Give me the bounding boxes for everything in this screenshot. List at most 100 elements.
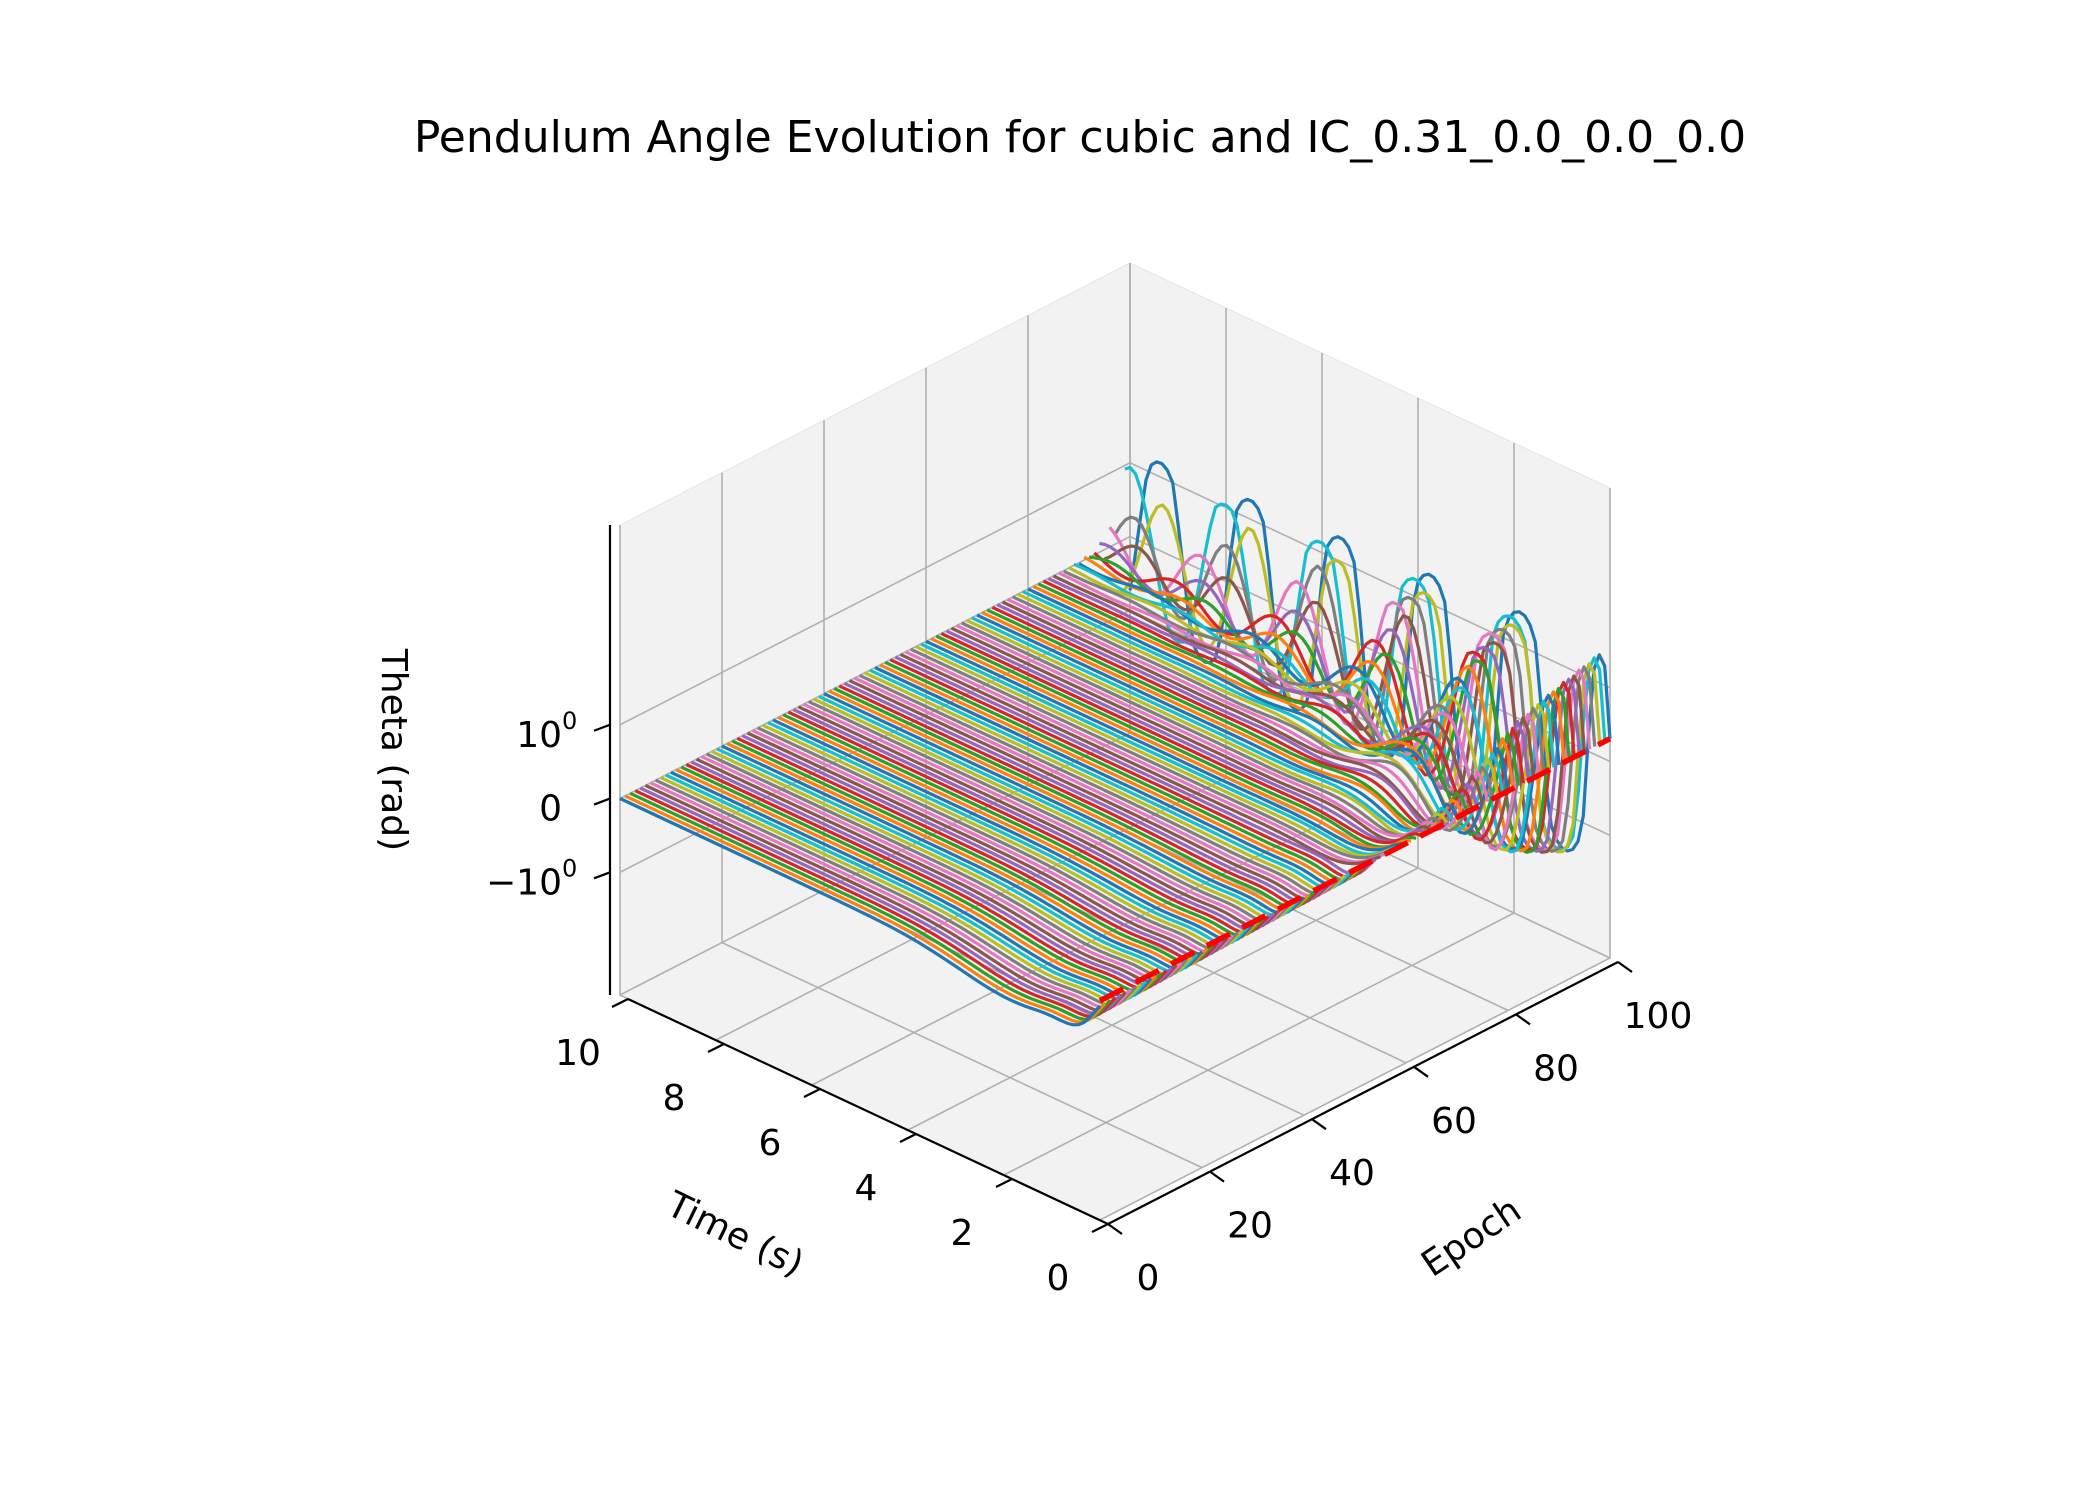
series-line — [940, 632, 1422, 845]
series-line — [762, 723, 1244, 949]
series-line — [731, 739, 1214, 966]
epoch-tick-mark — [1617, 961, 1633, 973]
series-line — [838, 684, 1321, 907]
series-line — [1006, 597, 1490, 830]
series-line — [853, 676, 1336, 899]
series-line — [889, 658, 1372, 879]
series-line — [869, 668, 1352, 890]
series-line — [879, 663, 1362, 885]
epoch-tick-label: 80 — [1533, 1048, 1579, 1089]
epoch-tick-label: 100 — [1624, 996, 1693, 1037]
series-line — [955, 624, 1438, 838]
series-line — [808, 700, 1290, 924]
series-line — [746, 731, 1229, 957]
theta-tick-exponent: 0 — [562, 854, 577, 882]
series-line — [639, 786, 1122, 1016]
series-line — [945, 629, 1428, 844]
x-axis-label: Time (s) — [659, 1184, 809, 1285]
series-line — [751, 728, 1234, 954]
reference-line — [1098, 736, 1612, 1004]
series-line — [823, 692, 1306, 915]
series-line — [629, 791, 1112, 1021]
epoch-tick-label: 0 — [1137, 1258, 1160, 1299]
series-line — [772, 718, 1255, 943]
z-axis-label: Theta (rad) — [373, 648, 414, 851]
time-tick-label: 10 — [555, 1033, 601, 1074]
series-line — [767, 721, 1250, 946]
theta-tick-label: −10 — [486, 862, 562, 903]
epoch-tick-mark — [1107, 1223, 1123, 1235]
series-line — [1012, 595, 1495, 833]
epoch-tick-mark — [1515, 1013, 1531, 1026]
series-line — [976, 613, 1459, 833]
series-line — [1027, 587, 1510, 836]
grid-line-epoch — [721, 472, 1203, 1169]
y-axis-label: Epoch — [1414, 1190, 1528, 1286]
epoch-tick-label: 20 — [1227, 1206, 1273, 1247]
series-line — [961, 621, 1443, 838]
series-line — [843, 681, 1326, 904]
epoch-tick-mark — [1413, 1065, 1429, 1078]
grid-line-theta — [619, 461, 1611, 726]
series-line — [649, 781, 1132, 1010]
epoch-tick-label: 60 — [1431, 1101, 1477, 1142]
series-line — [899, 652, 1382, 866]
series-line — [884, 660, 1367, 882]
theta-tick-label: 0 — [539, 789, 562, 830]
series-line — [660, 776, 1142, 1005]
series-line — [935, 634, 1417, 849]
series-line — [1001, 600, 1485, 827]
series-line — [833, 687, 1316, 910]
series-line — [859, 673, 1341, 896]
series-line — [700, 755, 1183, 982]
series-line — [685, 763, 1168, 991]
series-line — [1119, 503, 1602, 854]
series-line — [925, 639, 1407, 852]
chart-title: Pendulum Angle Evolution for cubic and I… — [414, 112, 1746, 163]
series-line — [950, 626, 1433, 843]
series-line — [706, 752, 1188, 979]
series-line — [981, 611, 1464, 834]
epoch-tick-mark — [1311, 1118, 1327, 1131]
series-curves — [619, 460, 1612, 1027]
theta-tick-mark — [593, 723, 611, 732]
epoch-tick-label: 40 — [1329, 1153, 1375, 1194]
series-line — [675, 768, 1158, 996]
series-line — [695, 757, 1178, 985]
epoch-tick-mark — [1209, 1170, 1225, 1183]
series-line — [726, 742, 1209, 968]
series-line — [619, 797, 1102, 1027]
series-line — [757, 726, 1239, 952]
theta-tick-mark — [593, 871, 611, 880]
series-line — [655, 778, 1137, 1007]
series-line — [904, 650, 1387, 864]
series-line — [634, 789, 1117, 1019]
theta-tick-label: 10 — [516, 715, 562, 756]
theta-tick-mark — [593, 797, 611, 806]
series-line — [1037, 582, 1520, 836]
series-line — [910, 647, 1392, 860]
axes — [593, 525, 1633, 1235]
series-line — [864, 671, 1346, 893]
series-line — [711, 749, 1193, 977]
theta-tick-exponent: 0 — [562, 707, 577, 735]
series-line — [802, 702, 1285, 927]
time-axis-line — [627, 998, 1109, 1225]
series-line — [741, 734, 1224, 960]
series-line — [670, 770, 1153, 999]
series-line — [874, 666, 1357, 888]
series-line — [624, 794, 1107, 1024]
series-line — [787, 710, 1270, 935]
time-tick-mark — [803, 1088, 821, 1098]
epoch-axis-line — [1107, 961, 1619, 1225]
series-line — [828, 689, 1311, 913]
series-line — [1088, 555, 1571, 854]
time-tick-label: 0 — [1047, 1258, 1070, 1299]
series-line — [736, 736, 1219, 963]
series-line — [665, 773, 1148, 1002]
series-line — [644, 783, 1127, 1013]
series-line — [986, 608, 1469, 829]
